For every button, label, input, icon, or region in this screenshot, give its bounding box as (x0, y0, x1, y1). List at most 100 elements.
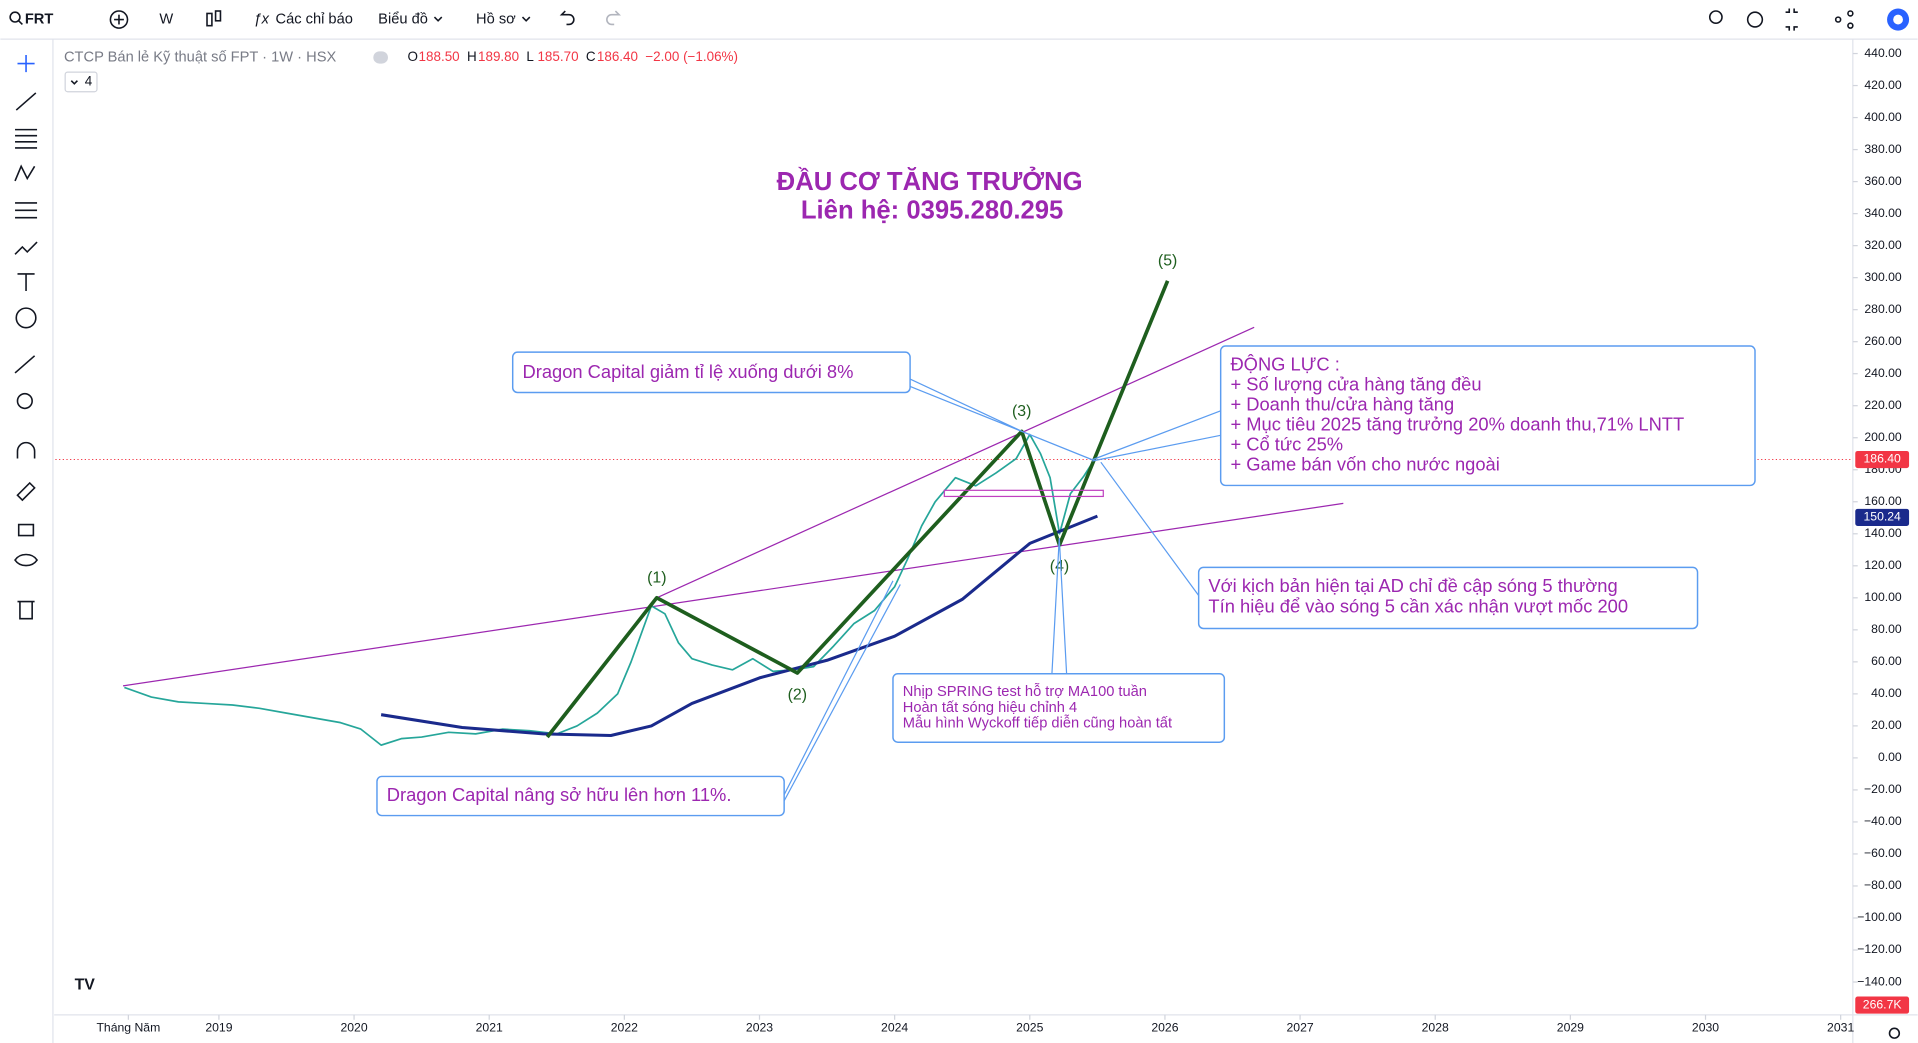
note-line: Nhịp SPRING test hỗ trợ MA100 tuần (903, 683, 1147, 700)
x-tick-label: 2021 (476, 1021, 503, 1035)
fx-icon[interactable]: ƒx (253, 11, 269, 27)
collapse-button[interactable] (64, 71, 98, 93)
ohlc-value: 185.70 (537, 49, 578, 64)
note-box (892, 672, 1226, 743)
ohlc-label: L (526, 49, 534, 64)
x-tick-label: 2022 (611, 1021, 638, 1035)
legend-name: CTCP Bán lẻ Kỹ thuật số FPT · 1W · HSX (64, 49, 337, 65)
note-line: + Số lượng cửa hàng tăng đều (1230, 373, 1481, 394)
y-tick-label: 40.00 (1871, 686, 1902, 700)
price-tag (1855, 450, 1910, 469)
ohlc-label: O (408, 49, 418, 64)
wave-label: (5) (1158, 252, 1177, 269)
y-tick-label: 280.00 (1864, 302, 1902, 316)
ohlc-label: H (467, 49, 477, 64)
note-box (1219, 345, 1756, 487)
wave-line (545, 280, 1170, 739)
x-tick-label: 2023 (746, 1021, 773, 1035)
y-tick-label: 360.00 (1864, 174, 1902, 188)
eye-toggle[interactable] (373, 51, 388, 64)
left-toolbar[interactable] (14, 55, 39, 620)
svg-text:TV: TV (75, 977, 96, 994)
x-tick-label: 2030 (1692, 1021, 1719, 1035)
interval[interactable]: W (159, 11, 173, 27)
y-tick-label: 240.00 (1864, 366, 1902, 380)
redo[interactable] (606, 10, 621, 26)
price-tag-label: 186.40 (1863, 452, 1901, 466)
add-compare[interactable] (109, 10, 129, 29)
ohlc-label: C (586, 49, 596, 64)
undo[interactable] (559, 10, 575, 26)
volume-tag (1855, 996, 1910, 1014)
x-tick-label: 2026 (1151, 1021, 1178, 1035)
wave-label: (3) (1012, 403, 1031, 420)
indicators[interactable]: Các chỉ báo (275, 11, 352, 27)
note-box (1197, 566, 1699, 630)
callouts (783, 378, 1221, 802)
y-tick-label: 200.00 (1864, 430, 1902, 444)
note-line: Với kịch bản hiện tại AD chỉ đề cập sóng… (1208, 575, 1617, 596)
x-tick-label: 2027 (1286, 1021, 1313, 1035)
drivers: ĐỘNG LỰC :+ Số lượng cửa hàng tăng đều+ … (1230, 353, 1684, 474)
y-tick-label: 60.00 (1871, 654, 1902, 668)
dropdown-arrow (521, 16, 531, 22)
note-box (511, 351, 911, 394)
channel-line (122, 502, 1344, 687)
y-tick-label: 400.00 (1864, 110, 1902, 124)
note-line: ĐỘNG LỰC : (1230, 353, 1339, 374)
ma100-line (380, 514, 1098, 738)
x-tick-label: 2019 (205, 1021, 232, 1035)
symbol-search[interactable]: FRT (9, 11, 54, 27)
y-tick-label: 320.00 (1864, 238, 1902, 252)
tv-logo: TV (71, 973, 99, 996)
y-tick-label: 440.00 (1864, 46, 1902, 60)
y-tick-label: 160.00 (1864, 494, 1902, 508)
note-text: Dragon Capital giảm tỉ lệ xuống dưới 8% (522, 361, 853, 382)
x-tick-label: 2024 (881, 1021, 908, 1035)
y-tick-label: −40.00 (1864, 814, 1902, 828)
plot: 440.00420.00400.00380.00360.00340.00320.… (55, 46, 1910, 1035)
note-line: + Game bán vốn cho nước ngoài (1230, 454, 1499, 475)
chart-type[interactable]: Biểu đồ (378, 11, 428, 27)
dropdown-arrow (433, 16, 443, 22)
right-tools[interactable] (1708, 8, 1910, 31)
ma-tag (1855, 508, 1910, 526)
y-tick-label: 100.00 (1864, 590, 1902, 604)
y-tick-label: 420.00 (1864, 78, 1902, 92)
y-tick-label: 260.00 (1864, 334, 1902, 348)
top-toolbar (0, 0, 1918, 40)
y-tick-label: −80.00 (1864, 878, 1902, 892)
y-tick-label: −100.00 (1857, 910, 1902, 924)
headline-title: ĐẦU CƠ TĂNG TRƯỞNG (777, 166, 1083, 196)
headline-contact: Liên hệ: 0395.280.295 (801, 196, 1063, 224)
y-tick-label: 340.00 (1864, 206, 1902, 220)
price-line (124, 433, 1096, 746)
symbol[interactable]: FRT (25, 11, 54, 27)
note-line: + Mục tiêu 2025 tăng trưởng 20% doanh th… (1230, 414, 1684, 435)
x-tick-label: 2025 (1016, 1021, 1043, 1035)
ma-tag-label: 150.24 (1863, 510, 1901, 524)
collapsed-count: 4 (85, 73, 93, 88)
wave-label: (4) (1050, 558, 1069, 575)
y-tick-label: 20.00 (1871, 718, 1902, 732)
note-line: + Cổ tức 25% (1230, 434, 1343, 455)
note-box (376, 775, 785, 817)
settings[interactable] (1888, 1027, 1901, 1039)
y-tick-label: 300.00 (1864, 270, 1902, 284)
y-tick-label: −20.00 (1864, 782, 1902, 796)
wave-label: (2) (788, 686, 807, 703)
profile[interactable]: Hồ sơ (476, 11, 516, 27)
channel-line (656, 326, 1255, 599)
y-tick-label: 0.00 (1878, 750, 1902, 764)
x-tick-label: Tháng Năm (96, 1021, 160, 1035)
y-tick-label: 140.00 (1864, 526, 1902, 540)
y-tick-label: −140.00 (1857, 974, 1902, 988)
candle-type[interactable] (206, 10, 222, 27)
wave-label: (1) (647, 569, 666, 586)
note-line: Tín hiệu để vào sóng 5 cần xác nhận vượt… (1208, 596, 1628, 617)
note-line: + Doanh thu/cửa hàng tăng (1230, 394, 1454, 415)
ohlc: O 188.50 H 189.80 L 185.70 C 186.40 −2.00 (−1.06… (408, 49, 738, 64)
volume-tag-label: 266.7K (1863, 997, 1903, 1011)
y-tick-label: 120.00 (1864, 558, 1902, 572)
